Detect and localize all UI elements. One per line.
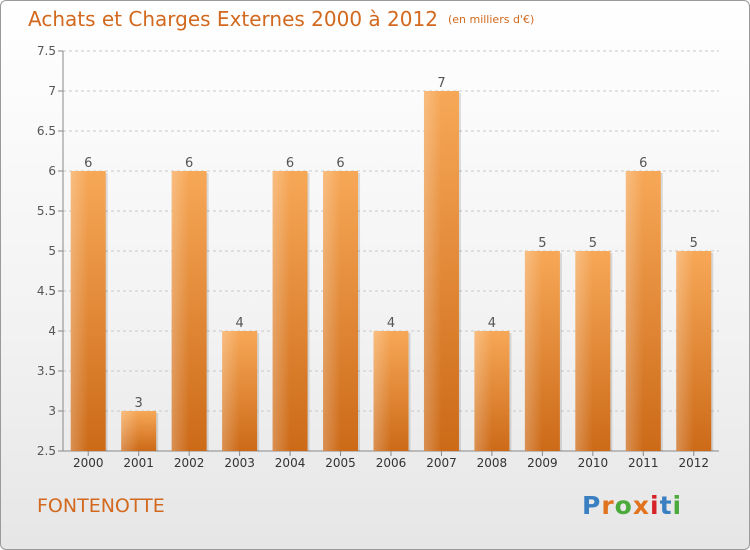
bar-highlight xyxy=(272,171,291,451)
bar-highlight xyxy=(323,171,341,451)
y-tick-label: 5 xyxy=(48,244,56,258)
logo-letter: r xyxy=(601,491,615,520)
bar-highlight xyxy=(373,331,391,451)
data-label-2005: 6 xyxy=(336,156,344,171)
data-label-2009: 5 xyxy=(538,236,546,251)
data-label-2008: 4 xyxy=(488,316,496,331)
place-name: FONTENOTTE xyxy=(37,495,165,517)
logo-letter: i xyxy=(650,491,660,520)
x-tick-label-2000: 2000 xyxy=(73,456,104,470)
y-tick-label: 4 xyxy=(48,324,56,338)
x-tick-label-2010: 2010 xyxy=(578,456,609,470)
x-tick-label-2011: 2011 xyxy=(628,456,659,470)
proxiti-logo[interactable]: Proxiti xyxy=(582,491,682,520)
data-label-2000: 6 xyxy=(84,156,92,171)
data-label-2012: 5 xyxy=(690,236,698,251)
data-label-2006: 4 xyxy=(387,316,395,331)
x-tick-label-2008: 2008 xyxy=(477,456,508,470)
y-tick-label: 7 xyxy=(48,84,56,98)
logo-letter: i xyxy=(672,491,683,520)
y-tick-label: 7.5 xyxy=(37,44,56,58)
data-label-2001: 3 xyxy=(135,396,143,411)
y-tick-label: 2.5 xyxy=(37,444,56,458)
bar-highlight xyxy=(474,331,492,451)
bar-highlight xyxy=(423,91,442,451)
x-tick-label-2003: 2003 xyxy=(224,456,255,470)
y-tick-label: 6 xyxy=(48,164,56,178)
chart-unit: (en milliers d'€) xyxy=(447,13,535,26)
data-label-2002: 6 xyxy=(185,156,193,171)
data-label-2004: 6 xyxy=(286,156,294,171)
logo-letter: t xyxy=(659,491,673,520)
logo-letter: o xyxy=(614,491,633,520)
x-tick-label-2009: 2009 xyxy=(527,456,558,470)
data-label-2010: 5 xyxy=(589,236,597,251)
x-tick-label-2005: 2005 xyxy=(325,456,356,470)
data-label-2011: 6 xyxy=(639,156,647,171)
bar-highlight xyxy=(524,251,543,451)
y-tick-label: 3.5 xyxy=(37,364,56,378)
bar-highlight xyxy=(70,171,89,451)
logo-letter: P xyxy=(582,491,602,520)
x-tick-label-2002: 2002 xyxy=(174,456,205,470)
logo-letter: x xyxy=(632,491,650,520)
bar-highlight xyxy=(575,251,593,451)
x-tick-label-2006: 2006 xyxy=(376,456,407,470)
chart-title-text: Achats et Charges Externes 2000 à 2012 xyxy=(28,7,438,31)
y-tick-label: 5.5 xyxy=(37,204,56,218)
bar-highlight xyxy=(121,411,139,451)
x-tick-label-2001: 2001 xyxy=(123,456,154,470)
y-tick-label: 6.5 xyxy=(37,124,56,138)
data-label-2003: 4 xyxy=(235,316,243,331)
bar-highlight xyxy=(171,171,190,451)
y-tick-label: 4.5 xyxy=(37,284,56,298)
data-label-2007: 7 xyxy=(437,76,445,91)
chart-title: Achats et Charges Externes 2000 à 2012 (e… xyxy=(28,7,534,31)
x-tick-label-2004: 2004 xyxy=(275,456,306,470)
x-tick-label-2007: 2007 xyxy=(426,456,457,470)
bar-highlight xyxy=(676,251,694,451)
bar-highlight xyxy=(222,331,240,451)
bar-highlight xyxy=(625,171,644,451)
y-tick-label: 3 xyxy=(48,404,56,418)
x-tick-label-2012: 2012 xyxy=(678,456,709,470)
